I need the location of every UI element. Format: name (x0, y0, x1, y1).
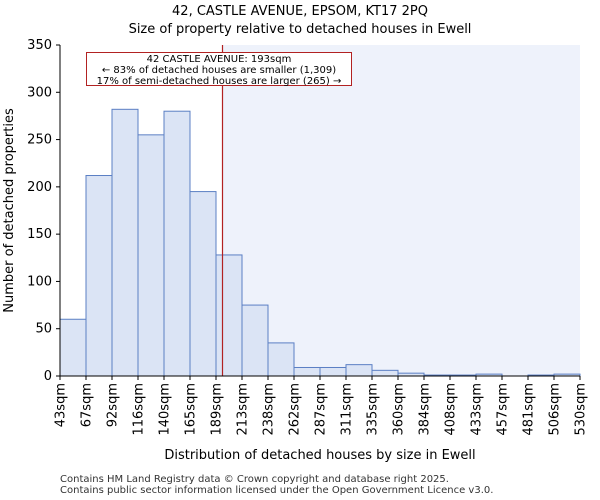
bar (137, 134, 165, 377)
bar (371, 369, 399, 377)
x-tick-label: 67sqm (80, 383, 95, 427)
bar (267, 342, 295, 377)
property-annotation: 42 CASTLE AVENUE: 193sqm ← 83% of detach… (86, 52, 352, 87)
y-tick-label: 100 (27, 274, 52, 289)
y-tick-label: 200 (27, 180, 52, 195)
x-tick-label: 262sqm (288, 383, 303, 436)
annotation-line-3: 17% of semi-detached houses are larger (… (96, 76, 342, 87)
x-tick-label: 335sqm (366, 383, 381, 436)
bar (85, 175, 113, 377)
annotation-line-1: 42 CASTLE AVENUE: 193sqm (146, 54, 292, 65)
x-tick-label: 165sqm (184, 383, 199, 436)
x-tick-label: 384sqm (418, 383, 433, 436)
y-tick-label: 300 (27, 85, 52, 100)
footer-copyright: Contains HM Land Registry data © Crown c… (60, 474, 449, 485)
larger-region (222, 45, 580, 376)
y-tick-label: 250 (27, 133, 52, 148)
x-tick-label: 287sqm (314, 383, 329, 436)
x-tick-label: 43sqm (54, 383, 69, 427)
x-tick-label: 481sqm (522, 383, 537, 436)
x-tick-label: 360sqm (392, 383, 407, 436)
y-axis-title: Number of detached properties (2, 108, 17, 313)
bar (189, 191, 217, 377)
x-axis-title: Distribution of detached houses by size … (164, 448, 475, 463)
x-tick-label: 238sqm (262, 383, 277, 436)
x-tick-label: 433sqm (470, 383, 485, 436)
y-tick-label: 350 (27, 38, 52, 53)
x-tick-label: 189sqm (210, 383, 225, 436)
bar (215, 254, 243, 377)
x-tick-label: 140sqm (158, 383, 173, 436)
x-tick-label: 213sqm (236, 383, 251, 436)
x-tick-label: 311sqm (340, 383, 355, 436)
y-tick-label: 50 (35, 322, 52, 337)
bar (345, 364, 373, 377)
annotation-line-2: ← 83% of detached houses are smaller (1,… (101, 65, 337, 76)
x-tick-label: 457sqm (496, 383, 511, 436)
bar (241, 304, 269, 377)
x-tick-label: 408sqm (444, 383, 459, 436)
bar (163, 110, 191, 377)
bar (293, 366, 321, 377)
y-tick-label: 0 (44, 369, 52, 384)
x-tick-label: 92sqm (106, 383, 121, 427)
footer-licence: Contains public sector information licen… (60, 485, 494, 496)
bar (111, 108, 139, 377)
bar (59, 318, 87, 377)
chart-title: 42, CASTLE AVENUE, EPSOM, KT17 2PQ (172, 4, 428, 19)
x-tick-label: 116sqm (132, 383, 147, 436)
x-tick-label: 506sqm (548, 383, 563, 436)
chart-subtitle: Size of property relative to detached ho… (128, 22, 472, 37)
y-tick-label: 150 (27, 227, 52, 242)
bar (319, 366, 347, 377)
x-tick-label: 530sqm (574, 383, 589, 436)
